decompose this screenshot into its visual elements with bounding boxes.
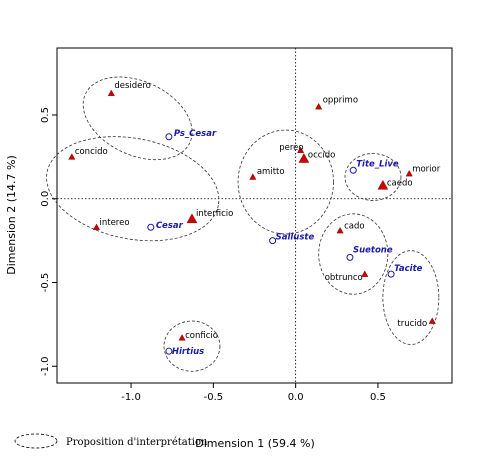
word-label: caedo — [387, 178, 413, 188]
word-marker — [297, 146, 305, 153]
ellipse-layer — [46, 76, 440, 372]
interpretation-ellipse — [344, 153, 402, 201]
word-label: opprimo — [323, 96, 358, 106]
word-label: occido — [308, 151, 336, 161]
word-marker — [249, 173, 257, 180]
word-marker — [336, 226, 344, 234]
word-label: pereo — [279, 143, 303, 153]
author-marker — [387, 270, 395, 278]
x-tick-label: 0.5 — [370, 392, 386, 403]
word-marker — [186, 213, 198, 224]
word-marker — [377, 179, 389, 190]
interpretation-ellipse — [318, 213, 389, 295]
word-marker — [107, 89, 115, 96]
x-tick-label: -1.0 — [121, 392, 141, 403]
word-label: intereo — [100, 218, 130, 228]
y-tick-label: -0.5 — [40, 273, 51, 293]
author-marker — [147, 223, 155, 231]
x-axis-title: Dimension 1 (59.4 %) — [195, 437, 315, 450]
author-label: Salluste — [276, 233, 315, 243]
legend-ellipse-swatch — [14, 433, 58, 449]
author-label: Tacite — [394, 264, 423, 274]
interpretation-ellipse — [46, 136, 220, 242]
word-label: interficio — [196, 209, 233, 219]
word-marker — [315, 103, 323, 110]
word-marker — [428, 317, 436, 324]
author-label: Suetone — [353, 245, 393, 255]
word-marker — [68, 153, 76, 160]
reference-lines — [57, 48, 452, 383]
word-label: conficio — [185, 331, 218, 341]
author-marker — [346, 253, 354, 261]
word-label: trucido — [397, 319, 427, 329]
x-tick-label: -0.5 — [204, 392, 224, 403]
author-marker — [269, 237, 277, 245]
word-label: obtrunco — [325, 273, 363, 283]
y-axis-title: Dimension 2 (14.7 %) — [5, 155, 18, 275]
legend: Proposition d'interprétation — [14, 433, 208, 449]
interpretation-ellipse — [382, 250, 440, 345]
plot-frame — [56, 47, 453, 384]
word-marker — [92, 223, 101, 230]
interpretation-ellipse — [82, 76, 193, 161]
author-label: Ps_Cesar — [174, 129, 217, 139]
author-label: Tite_Live — [356, 159, 399, 169]
word-label: cado — [344, 222, 364, 232]
author-marker — [165, 133, 173, 141]
word-label: desidero — [114, 81, 151, 91]
y-tick-label: -1.0 — [40, 356, 51, 376]
x-tick-label: 0.0 — [288, 392, 304, 403]
word-label: amitto — [257, 167, 285, 177]
author-label: Hirtius — [172, 347, 204, 357]
interpretation-ellipse — [237, 129, 334, 235]
word-label: morior — [412, 165, 441, 175]
point-layer: desidero concido intereo interficio conficio… — [68, 81, 441, 357]
word-marker — [361, 270, 369, 277]
word-marker — [178, 334, 186, 341]
author-label: Cesar — [156, 221, 184, 231]
y-tick-label: 0.5 — [40, 107, 51, 123]
tick-layer: -1.0 -0.5 0.0 0.5 -1.0 -0.5 0.0 0.5 — [40, 107, 386, 403]
y-tick-label: 0.0 — [40, 191, 51, 207]
word-marker — [405, 170, 413, 177]
word-marker — [298, 153, 310, 163]
author-marker — [349, 166, 357, 174]
interpretation-ellipse — [163, 320, 221, 372]
word-label: concido — [75, 147, 108, 157]
legend-label: Proposition d'interprétation — [66, 437, 208, 448]
author-marker — [165, 347, 173, 355]
